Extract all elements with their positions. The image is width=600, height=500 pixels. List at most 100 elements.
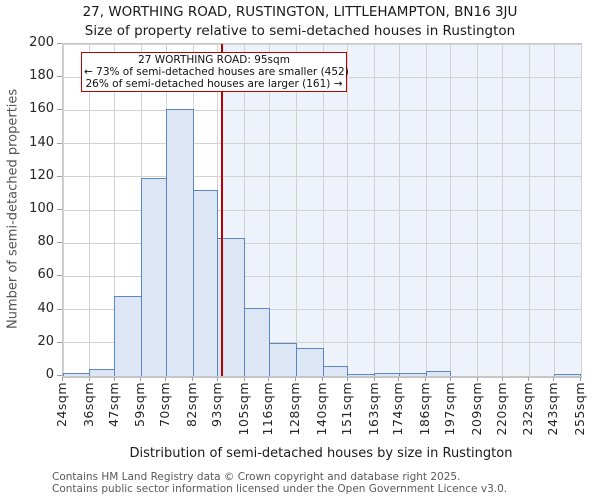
histogram-bar [165, 108, 194, 376]
x-tick-label: 128sqm [287, 382, 303, 436]
gridline-vertical [347, 44, 349, 376]
footer-line-1: Contains HM Land Registry data © Crown c… [52, 471, 461, 483]
plot-area [62, 43, 582, 378]
gridline-horizontal [63, 242, 581, 244]
gridline-vertical [268, 44, 270, 376]
y-tick-mark [57, 242, 62, 244]
x-tick-mark [113, 377, 115, 381]
x-tick-label: 47sqm [105, 382, 121, 428]
histogram-bar [192, 190, 219, 376]
x-tick-mark [346, 377, 348, 381]
y-tick-label: 140 [29, 134, 54, 150]
x-tick-mark [88, 377, 90, 381]
gridline-vertical [450, 44, 452, 376]
gridline-horizontal [63, 143, 581, 145]
x-tick-mark [501, 377, 503, 381]
x-tick-label: 93sqm [208, 382, 224, 428]
y-tick-mark [57, 175, 62, 177]
gridline-horizontal [63, 342, 581, 344]
y-tick-label: 180 [29, 68, 54, 84]
histogram-bar [62, 372, 91, 376]
histogram-bar [425, 371, 452, 376]
x-tick-label: 24sqm [54, 382, 69, 428]
x-tick-label: 220sqm [493, 382, 509, 436]
y-tick-label: 40 [37, 300, 54, 316]
y-tick-mark [57, 341, 62, 343]
x-tick-mark [295, 377, 297, 381]
x-tick-label: 197sqm [441, 382, 457, 436]
histogram-bar [295, 347, 324, 376]
gridline-vertical [580, 44, 582, 376]
y-tick-mark [57, 209, 62, 210]
x-tick-label: 59sqm [132, 382, 148, 428]
annotation-smaller-line: ← 73% of semi-detached houses are smalle… [84, 66, 349, 78]
gridline-horizontal [63, 176, 581, 178]
y-tick-mark [57, 43, 62, 44]
y-tick-label: 0 [45, 367, 54, 382]
y-tick-mark [57, 375, 62, 376]
gridline-vertical [477, 44, 479, 376]
x-tick-mark [476, 377, 478, 381]
x-tick-mark [425, 377, 427, 381]
x-axis-title: Distribution of semi-detached houses by … [129, 446, 513, 461]
y-tick-label: 20 [37, 333, 54, 349]
histogram-bar [244, 307, 270, 376]
x-tick-mark [322, 377, 324, 381]
property-size-marker-line [221, 44, 224, 376]
gridline-horizontal [63, 275, 581, 277]
x-tick-mark [192, 377, 194, 381]
chart-subtitle: Size of property relative to semi-detach… [84, 23, 516, 39]
gridline-vertical [398, 44, 400, 376]
x-tick-label: 243sqm [545, 382, 561, 436]
x-tick-label: 174sqm [390, 382, 406, 436]
x-tick-mark [580, 377, 581, 381]
x-tick-mark [268, 377, 270, 381]
gridline-vertical [62, 44, 64, 376]
histogram-bar [140, 178, 167, 376]
footer-line-2: Contains public sector information licen… [52, 482, 508, 495]
x-tick-label: 163sqm [365, 382, 381, 436]
gridline-vertical [425, 44, 427, 376]
x-tick-label: 151sqm [338, 382, 354, 436]
gridline-vertical [374, 44, 376, 376]
y-tick-label: 160 [29, 101, 54, 117]
annotation-property-line: 27 WORTHING ROAD: 95sqm [138, 54, 290, 66]
gridline-vertical [89, 44, 91, 376]
histogram-bar [268, 342, 297, 376]
histogram-bar [322, 366, 349, 376]
x-tick-mark [449, 377, 451, 381]
x-tick-mark [243, 377, 245, 381]
x-tick-label: 105sqm [235, 382, 251, 436]
annotation-box: 27 WORTHING ROAD: 95sqm ← 73% of semi-de… [81, 52, 349, 92]
x-tick-label: 116sqm [260, 382, 276, 436]
gridline-vertical [322, 44, 324, 376]
gridline-horizontal [63, 43, 581, 45]
y-tick-label: 200 [29, 35, 54, 50]
x-tick-label: 232sqm [520, 382, 536, 436]
y-tick-mark [57, 308, 62, 310]
y-tick-label: 100 [29, 201, 54, 216]
y-tick-label: 60 [37, 267, 54, 283]
histogram-bar [553, 374, 582, 376]
histogram-bar [398, 372, 427, 376]
gridline-vertical [244, 44, 246, 376]
x-tick-mark [398, 377, 400, 381]
y-tick-mark [57, 76, 62, 78]
x-tick-label: 255sqm [572, 382, 587, 436]
x-tick-label: 209sqm [468, 382, 484, 436]
gridline-vertical [114, 44, 116, 376]
gridline-horizontal [63, 109, 581, 111]
y-tick-label: 80 [37, 234, 54, 250]
chart-title: 27, WORTHING ROAD, RUSTINGTON, LITTLEHAM… [82, 4, 518, 20]
footer-attribution: Contains HM Land Registry data © Crown c… [52, 471, 508, 495]
x-tick-mark [553, 377, 555, 381]
x-tick-label: 36sqm [80, 382, 96, 428]
x-tick-mark [373, 377, 375, 381]
x-tick-label: 70sqm [157, 382, 173, 428]
histogram-bar [114, 296, 142, 376]
x-tick-label: 186sqm [417, 382, 433, 436]
gridline-vertical [295, 44, 297, 376]
y-tick-mark [57, 275, 62, 277]
y-tick-mark [57, 109, 62, 111]
